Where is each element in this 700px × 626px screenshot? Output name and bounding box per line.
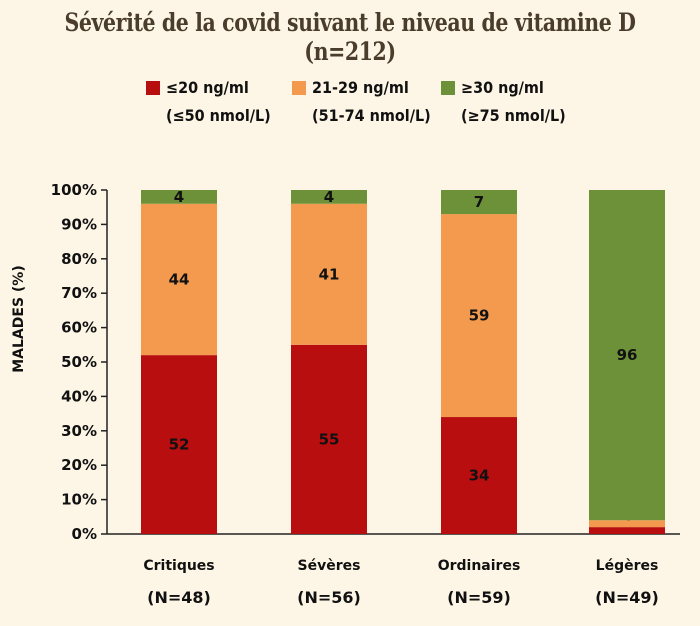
data-label: 41	[319, 265, 340, 283]
bar-segment	[589, 190, 665, 521]
bar-segment	[441, 417, 517, 534]
bar-segment	[141, 190, 217, 204]
x-tick-label: Légères	[596, 558, 659, 574]
y-tick-label: 50%	[61, 353, 97, 371]
y-tick-label: 40%	[61, 387, 97, 405]
bar-segment	[291, 203, 367, 345]
y-tick-label: 0%	[72, 525, 97, 543]
bar-segment	[589, 520, 665, 528]
legend-label-mid: 21-29 ng/ml	[312, 78, 409, 97]
y-axis-title: MALADES (%)	[11, 265, 27, 373]
y-tick-label: 60%	[61, 319, 97, 337]
bar-segment	[291, 344, 367, 534]
bar-segment	[441, 190, 517, 215]
data-label: 4	[174, 188, 184, 206]
legend-swatch-mid	[292, 81, 306, 95]
x-tick-label: Critiques	[143, 558, 214, 574]
data-label: 4	[324, 188, 334, 206]
legend-label-low: ≤20 ng/ml	[166, 78, 249, 97]
bar-segment	[141, 355, 217, 534]
legend-sublabel-high: (≥75 nmol/L)	[461, 106, 566, 125]
legend-swatch-low	[146, 81, 160, 95]
legend-label-high: ≥30 ng/ml	[461, 78, 544, 97]
x-tick-count-label: (N=49)	[595, 588, 659, 607]
y-tick-label: 90%	[61, 215, 97, 233]
data-label: 55	[319, 430, 340, 448]
data-label: 44	[169, 270, 190, 288]
data-label: 59	[469, 307, 490, 325]
bar-segment	[441, 214, 517, 418]
bar-segment	[589, 527, 665, 534]
x-tick-count-label: (N=59)	[447, 588, 511, 607]
x-tick-label: Ordinaires	[438, 558, 521, 574]
x-tick-label: Sévères	[298, 558, 361, 574]
bar-segment	[141, 203, 217, 356]
legend-swatch-high	[441, 81, 455, 95]
y-tick-label: 20%	[61, 456, 97, 474]
y-tick-label: 70%	[61, 284, 97, 302]
data-label: 52	[169, 436, 190, 454]
x-tick-count-label: (N=56)	[297, 588, 361, 607]
data-label: 34	[469, 467, 490, 485]
bar-segment	[291, 190, 367, 204]
y-tick-label: 100%	[51, 181, 97, 199]
y-tick-label: 30%	[61, 422, 97, 440]
y-tick-label: 80%	[61, 250, 97, 268]
legend-sublabel-mid: (51-74 nmol/L)	[312, 106, 431, 125]
chart-title: Sévérité de la covid suivant le niveau d…	[64, 8, 636, 66]
x-tick-count-label: (N=48)	[147, 588, 211, 607]
data-label: 7	[474, 193, 484, 211]
data-label: 96	[617, 346, 638, 364]
legend-sublabel-low: (≤50 nmol/L)	[166, 106, 271, 125]
y-tick-label: 10%	[61, 491, 97, 509]
